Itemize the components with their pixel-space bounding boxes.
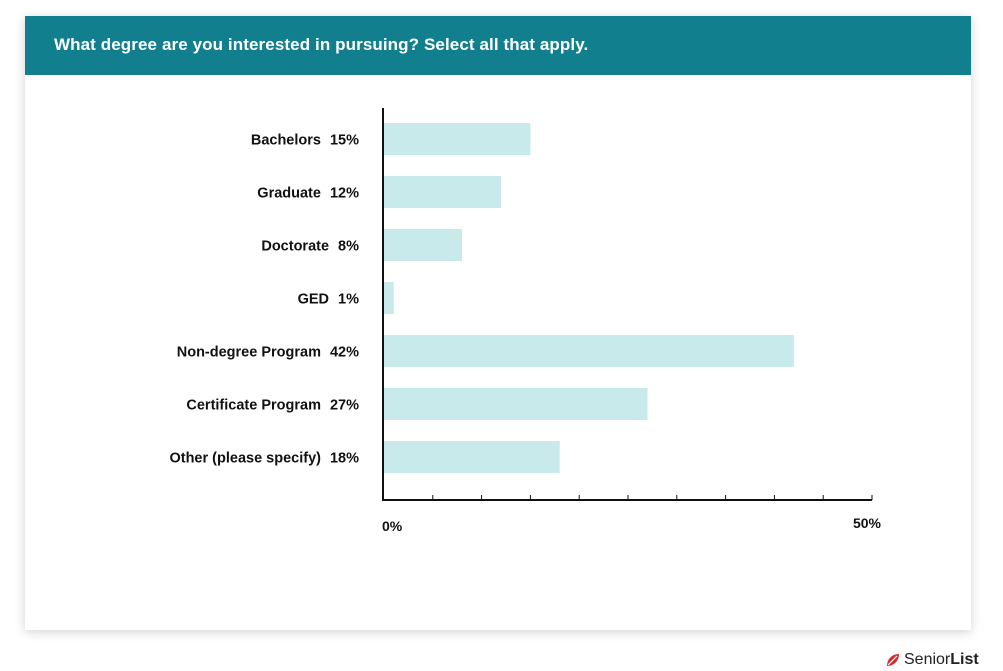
category-name-3: GED [298, 292, 329, 308]
card-header: What degree are you interested in pursui… [25, 16, 971, 75]
value-label-3: 1% [338, 292, 359, 308]
brand-logo: SeniorList [885, 650, 979, 670]
category-name-1: Graduate [257, 186, 321, 202]
category-label-2: Doctorate 8% [261, 239, 359, 255]
x-tick-label-1: 50% [853, 515, 882, 531]
category-label-4: Non-degree Program 42% [177, 345, 359, 361]
bar-3 [384, 282, 394, 314]
value-label-6: 18% [330, 451, 359, 467]
category-name-4: Non-degree Program [177, 345, 321, 361]
value-label-0: 15% [330, 133, 359, 149]
category-label-1: Graduate 12% [257, 186, 359, 202]
chart-card: What degree are you interested in pursui… [25, 16, 971, 630]
brand-name-light: Senior [904, 651, 951, 668]
value-label-1: 12% [330, 186, 359, 202]
category-label-3: GED 1% [298, 292, 359, 308]
bar-0 [384, 123, 531, 155]
value-label-2: 8% [338, 239, 359, 255]
category-name-0: Bachelors [251, 133, 321, 149]
x-tick-label-0: 0% [382, 518, 403, 534]
category-label-0: Bachelors 15% [251, 133, 359, 149]
red-leaf-logo-icon [887, 654, 899, 666]
chart-title: What degree are you interested in pursui… [54, 35, 589, 54]
category-name-6: Other (please specify) [169, 451, 321, 467]
category-name-2: Doctorate [261, 239, 329, 255]
category-label-5: Certificate Program 27% [186, 398, 359, 414]
bar-5 [384, 388, 648, 420]
category-name-5: Certificate Program [186, 398, 321, 414]
value-label-5: 27% [330, 398, 359, 414]
category-label-6: Other (please specify) 18% [169, 451, 359, 467]
value-label-4: 42% [330, 345, 359, 361]
bar-2 [384, 229, 463, 261]
brand-name-bold: List [950, 651, 979, 668]
brand-name: SeniorList [904, 652, 979, 668]
bar-4 [384, 335, 794, 367]
bar-6 [384, 441, 560, 473]
bar-1 [384, 176, 502, 208]
